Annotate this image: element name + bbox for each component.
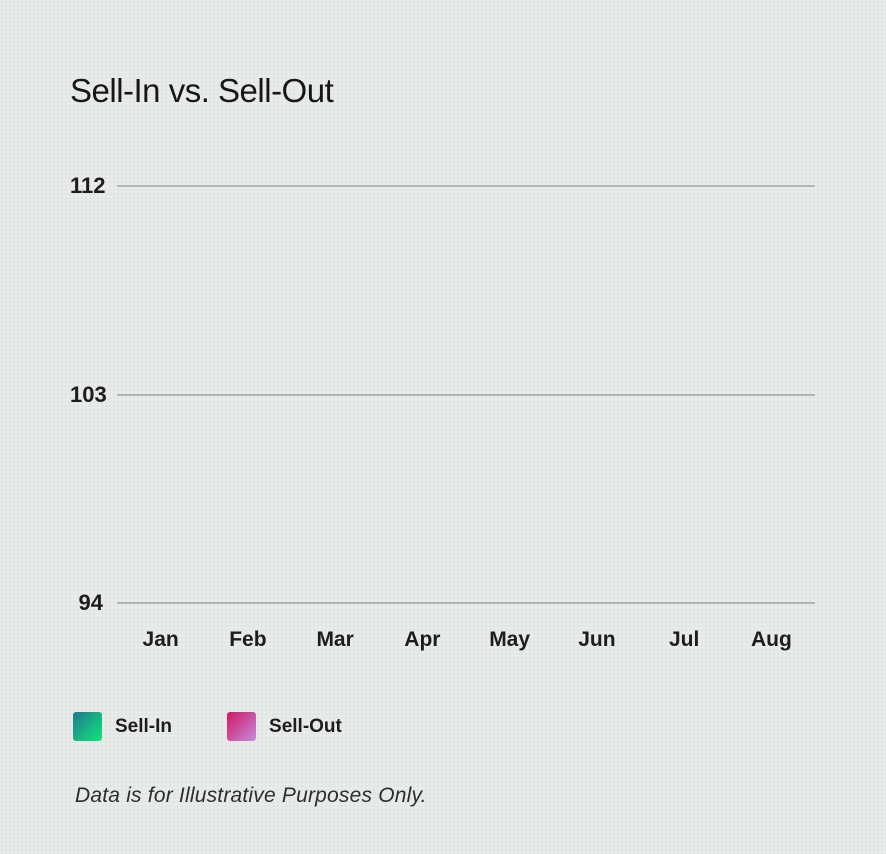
x-axis-tick-label: Feb xyxy=(229,628,267,651)
x-axis-tick-label: Jun xyxy=(578,628,616,651)
gridline-row-112: 112 xyxy=(70,172,815,200)
legend-item-sell-out[interactable]: Sell-Out xyxy=(227,712,342,741)
x-axis-labels: Jan Feb Mar Apr May Jun Jul Aug xyxy=(117,628,815,652)
gridline xyxy=(117,394,815,396)
gridline xyxy=(117,602,815,604)
x-axis-tick-label: May xyxy=(489,628,531,651)
x-axis-tick-label: Aug xyxy=(750,628,792,651)
legend-label-sell-out: Sell-Out xyxy=(269,715,342,737)
chart-title: Sell-In vs. Sell-Out xyxy=(70,72,334,109)
legend-label-sell-in: Sell-In xyxy=(115,715,173,737)
x-axis-tick-label: Jul xyxy=(668,628,700,651)
legend-item-sell-in[interactable]: Sell-In xyxy=(73,712,172,741)
y-axis-tick-label: 112 xyxy=(70,173,106,198)
gridline-row-94: 94 xyxy=(70,589,815,617)
x-axis-tick-label: Apr xyxy=(404,628,441,651)
y-axis-tick-label: 94 xyxy=(78,590,103,615)
gridline xyxy=(117,185,815,187)
disclaimer-text: Data is for Illustrative Purposes Only. xyxy=(75,784,427,807)
sell-out-gradient-swatch-icon xyxy=(227,712,257,741)
sell-in-gradient-swatch-icon xyxy=(73,712,102,741)
y-axis-tick-label: 103 xyxy=(70,382,107,407)
x-axis-tick-label: Mar xyxy=(316,628,354,651)
legend: Sell-In Sell-Out xyxy=(73,712,342,741)
gridline-row-103: 103 xyxy=(70,381,815,409)
plot-area xyxy=(117,187,815,603)
x-axis-tick-label: Jan xyxy=(142,628,179,651)
